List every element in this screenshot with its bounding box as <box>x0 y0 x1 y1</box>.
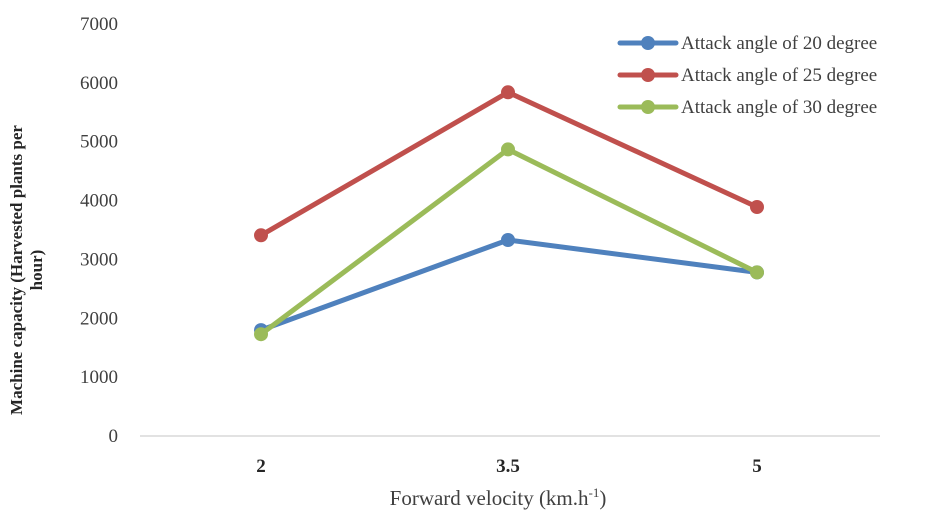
x-axis-title-close: ) <box>599 486 606 510</box>
legend-label: Attack angle of 20 degree <box>681 33 877 54</box>
x-tick-label: 2 <box>256 456 266 477</box>
x-tick-labels: 2 3.5 5 <box>256 456 762 477</box>
legend-label: Attack angle of 30 degree <box>681 97 877 118</box>
y-axis-title-line1: Machine capacity (Harvested plants per <box>7 125 26 415</box>
y-tick-label: 6000 <box>80 73 118 94</box>
x-axis-title-main: Forward velocity (km.h <box>390 486 589 510</box>
series-2 <box>254 85 764 243</box>
data-point <box>501 233 515 247</box>
legend-marker <box>641 68 655 82</box>
x-tick-label: 5 <box>752 456 762 477</box>
y-tick-label: 2000 <box>80 308 118 329</box>
x-tick-label: 3.5 <box>496 456 520 477</box>
data-point <box>254 327 268 342</box>
series-3 <box>254 142 764 342</box>
y-tick-label: 7000 <box>80 14 118 35</box>
y-tick-label: 0 <box>109 426 119 447</box>
data-point <box>501 85 515 100</box>
legend-item: Attack angle of 20 degree <box>617 33 877 54</box>
data-point <box>254 228 268 243</box>
y-tick-labels: 0 1000 2000 3000 4000 5000 6000 7000 <box>80 14 118 447</box>
legend-marker <box>641 100 655 114</box>
x-axis-title: Forward velocity (km.h-1) <box>390 485 607 510</box>
y-tick-label: 3000 <box>80 249 118 270</box>
data-point <box>501 142 515 157</box>
series-line <box>258 237 760 333</box>
legend-marker <box>641 36 655 50</box>
legend-label: Attack angle of 25 degree <box>681 65 877 86</box>
y-tick-label: 4000 <box>80 191 118 212</box>
legend: Attack angle of 20 degree Attack angle of… <box>617 33 877 118</box>
y-axis-title-line2: hour) <box>27 250 46 291</box>
legend-item: Attack angle of 30 degree <box>617 97 877 118</box>
series-layer <box>254 85 764 342</box>
y-tick-label: 1000 <box>80 367 118 388</box>
legend-item: Attack angle of 25 degree <box>617 65 877 86</box>
y-tick-label: 5000 <box>80 132 118 153</box>
data-point <box>750 200 764 214</box>
x-axis-title-superscript: -1 <box>589 485 600 500</box>
y-axis-title: Machine capacity (Harvested plants per h… <box>7 125 46 415</box>
data-point <box>750 265 764 280</box>
